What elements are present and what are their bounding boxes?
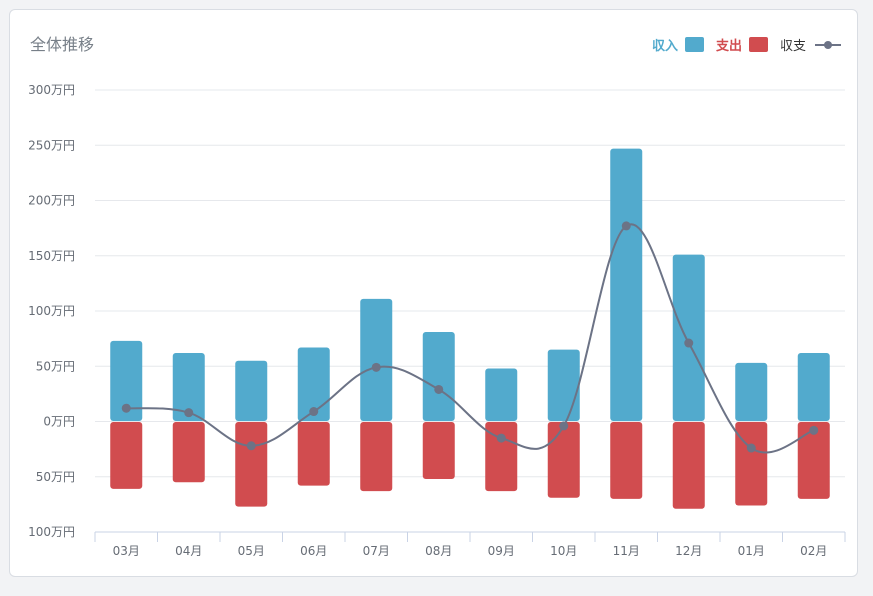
balance-point [121,403,131,413]
balance-point [621,221,631,231]
bar-income [797,352,830,421]
bar-income [735,362,768,421]
chart-legend: 収入 支出 収支 [640,35,842,54]
balance-line [126,223,815,454]
y-tick-label: 200万円 [28,194,75,208]
x-tick-label: 07月 [363,544,390,558]
x-tick-label: 12月 [675,544,702,558]
bar-expense [172,422,205,483]
balance-point [246,441,256,451]
legend-item-expense[interactable]: 支出 [716,35,768,54]
bar-expense [672,422,705,509]
balance-point [184,408,194,418]
legend-expense-swatch [748,37,768,52]
balance-point [309,407,319,417]
bar-expense [297,422,330,486]
legend-income-label: 収入 [651,39,678,54]
bar-income [672,254,705,421]
line-layer [121,221,819,454]
y-tick-label: 50万円 [36,359,75,373]
x-tick-label: 04月 [175,544,202,558]
y-tick-label: 100万円 [28,304,75,318]
bar-expense [235,422,268,507]
bar-income [297,347,330,421]
balance-point [496,433,506,443]
y-tick-label: 100万円 [28,525,75,539]
x-tick-label: 05月 [238,544,265,558]
legend-balance-line-icon [815,40,841,49]
bar-expense [485,422,518,492]
bar-expense [360,422,393,492]
y-tick-label: 0万円 [43,415,75,429]
balance-point [371,362,381,372]
bar-expense [735,422,768,506]
balance-point [809,425,819,435]
legend-balance-label: 収支 [779,39,806,54]
chart-card: 全体推移 収入 支出 収支 [9,9,858,577]
legend-item-balance[interactable]: 収支 [780,35,842,54]
x-tick-label: 08月 [425,544,452,558]
balance-point [746,443,756,453]
legend-item-income[interactable]: 収入 [652,35,704,54]
bar-expense [797,422,830,499]
legend-income-swatch [684,37,704,52]
bar-income [172,352,205,421]
balance-point [684,338,694,348]
bar-income [235,360,268,421]
x-tick-label: 06月 [300,544,327,558]
y-tick-label: 300万円 [28,83,75,97]
bar-income [110,340,143,421]
bar-income [360,298,393,421]
bar-layer [110,148,830,509]
y-tick-label: 150万円 [28,249,75,263]
x-tick-label: 03月 [113,544,140,558]
y-tick-label: 250万円 [28,138,75,152]
bar-expense [610,422,643,499]
x-tick-label: 02月 [800,544,827,558]
bar-income [610,148,643,421]
bar-expense [422,422,455,479]
x-tick-label: 10月 [550,544,577,558]
y-tick-label: 50万円 [36,470,75,484]
bar-expense [547,422,580,498]
balance-point [434,384,444,394]
grid-layer [95,89,845,533]
balance-point [559,421,569,431]
bar-expense [110,422,143,489]
axis-layer: 300万円 250万円 200万円 150万円 100万円 50万円 0万円 50万円 100万… [28,83,846,558]
x-tick-label: 11月 [613,544,640,558]
bar-income [547,349,580,421]
chart-title: 全体推移 [30,35,95,54]
legend-expense-label: 支出 [715,39,742,54]
bar-income [485,368,518,421]
x-tick-label: 01月 [738,544,765,558]
x-tick-label: 09月 [488,544,515,558]
bar-income [422,331,455,421]
